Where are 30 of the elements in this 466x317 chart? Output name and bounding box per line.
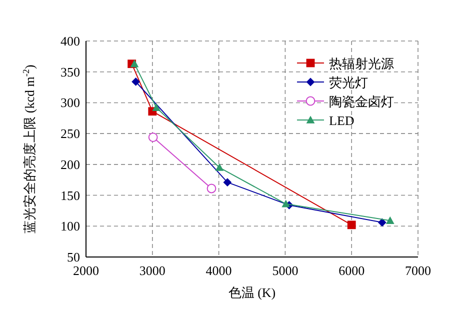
legend-label: LED	[329, 113, 354, 128]
x-tick-label: 2000	[73, 263, 99, 278]
y-tick-label: 300	[60, 95, 80, 110]
point	[282, 200, 290, 208]
point	[148, 132, 158, 142]
y-tick-label: 350	[60, 64, 80, 80]
y-tick-label: 200	[60, 156, 80, 172]
x-tick-label: 7000	[405, 263, 431, 278]
y-tick-label: 250	[60, 126, 80, 142]
point	[206, 184, 216, 194]
point	[386, 216, 394, 224]
x-tick-label: 4000	[206, 263, 232, 278]
point	[378, 218, 386, 227]
y-tick-label: 100	[60, 218, 80, 234]
x-tick-label: 3000	[139, 263, 166, 278]
y-tick-label: 150	[60, 188, 80, 203]
point	[132, 78, 140, 86]
legend-label: 荧光灯	[329, 75, 368, 90]
legend-label: 陶瓷金卤灯	[329, 94, 394, 109]
legend-label: 热辐射光源	[329, 56, 394, 71]
y-tick-label: 400	[60, 34, 80, 48]
point	[130, 60, 139, 68]
x-tick-label: 6000	[338, 263, 365, 278]
point	[215, 163, 224, 171]
point	[347, 220, 356, 230]
x-axis-title: 色温 (K)	[228, 285, 276, 300]
point	[223, 178, 232, 187]
y-tick-label: 50	[67, 250, 80, 264]
point	[152, 103, 161, 112]
x-tick-label: 5000	[272, 263, 298, 278]
